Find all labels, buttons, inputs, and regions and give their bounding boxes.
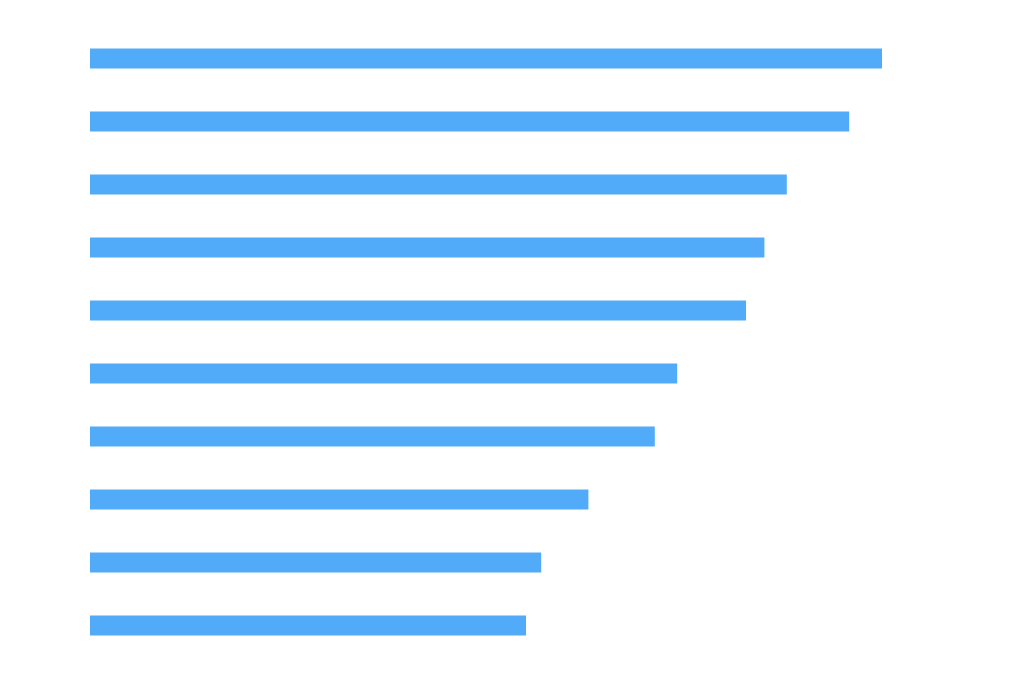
bar xyxy=(90,489,589,510)
bar xyxy=(90,237,765,258)
bar xyxy=(90,174,787,195)
bar xyxy=(90,615,526,636)
bar xyxy=(90,48,882,69)
bar xyxy=(90,363,678,384)
bar xyxy=(90,426,655,447)
bar xyxy=(90,111,850,132)
bar xyxy=(90,552,542,573)
bar xyxy=(90,300,746,321)
